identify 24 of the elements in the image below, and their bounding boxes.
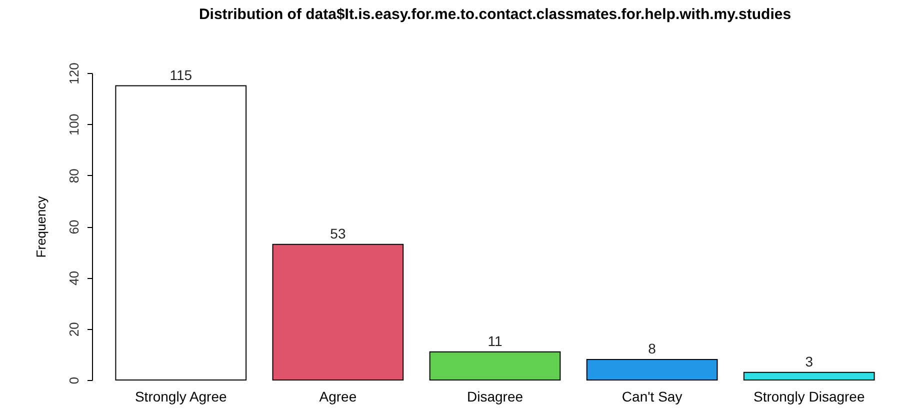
- y-tick-label: 100: [66, 114, 82, 136]
- x-tick-label: Strongly Agree: [134, 388, 228, 404]
- data-label: 3: [805, 353, 814, 370]
- bar: [115, 85, 247, 380]
- data-label: 8: [648, 340, 656, 357]
- y-tick-label: 80: [66, 168, 82, 184]
- y-tick-label: 0: [66, 376, 82, 384]
- y-tick-label: 40: [66, 270, 82, 286]
- bar: [586, 359, 718, 380]
- data-label: 11: [488, 332, 502, 349]
- y-tick-label: 20: [66, 322, 82, 337]
- bar: [743, 372, 875, 380]
- chart-title: Distribution of data$It.is.easy.for.me.to.contact.classmates.for.help.with.my.studies: [198, 6, 792, 24]
- bar: [429, 351, 561, 380]
- y-tick-label: 60: [66, 220, 82, 234]
- x-tick-label: Disagree: [466, 388, 524, 404]
- data-label: 115: [170, 66, 192, 83]
- y-tick-label: 120: [66, 62, 82, 84]
- y-axis-title: Frequency: [34, 196, 48, 258]
- x-tick-label: Agree: [319, 388, 357, 404]
- x-tick-label: Strongly Disagree: [753, 388, 865, 404]
- x-tick-label: Can't Say: [622, 388, 682, 404]
- data-label: 53: [330, 225, 346, 242]
- bar: [272, 244, 404, 380]
